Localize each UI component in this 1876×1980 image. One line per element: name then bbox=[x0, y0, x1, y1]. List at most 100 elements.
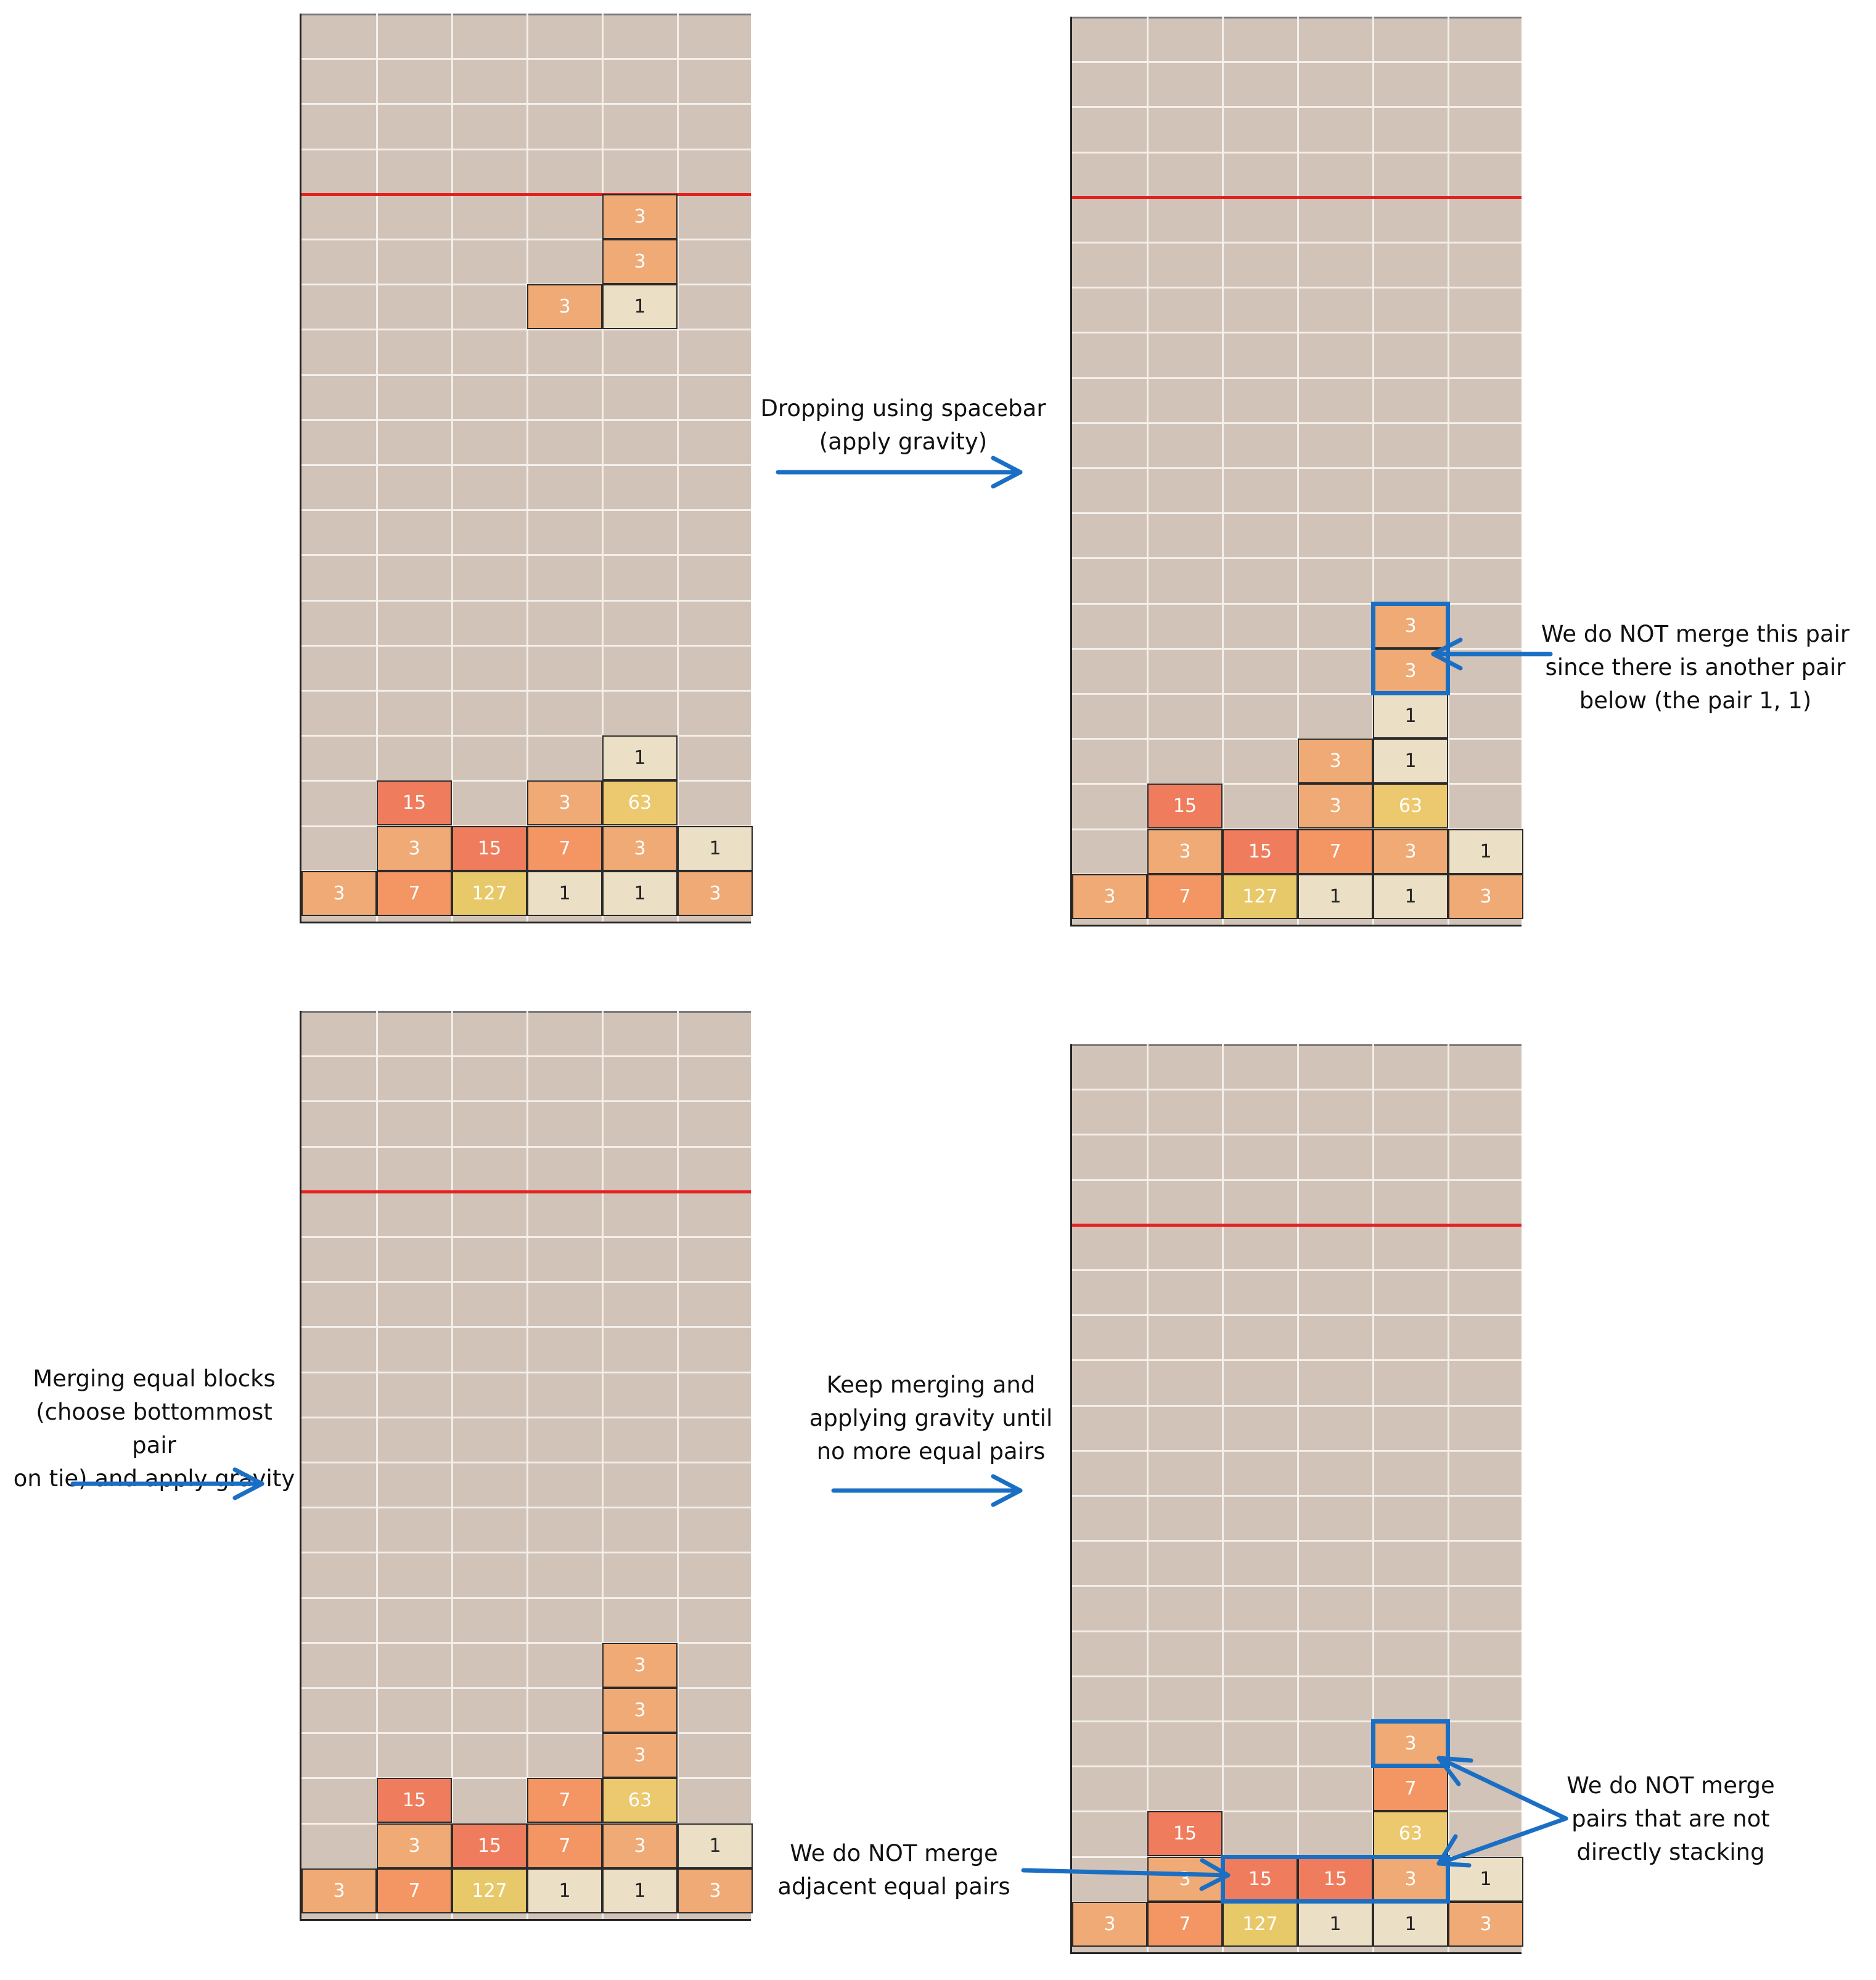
grid-line-vertical bbox=[1147, 17, 1149, 925]
grid-line-horizontal bbox=[301, 103, 751, 105]
tile-1: 1 bbox=[527, 870, 602, 916]
grid-line-horizontal bbox=[1072, 1089, 1522, 1091]
grid-line-vertical bbox=[1222, 17, 1224, 925]
grid-line-horizontal bbox=[1072, 1675, 1522, 1677]
tile-1: 1 bbox=[602, 735, 678, 781]
tile-127: 127 bbox=[1223, 873, 1298, 919]
grid-line-horizontal bbox=[1072, 557, 1522, 560]
tile-7: 7 bbox=[377, 1868, 452, 1913]
tile-7: 7 bbox=[1147, 873, 1223, 919]
grid-line-horizontal bbox=[1072, 1810, 1522, 1813]
board-panel-2: 3 3 1 3 1 15 3 63 3 15 7 3 1 3 7 127 1 1 3 bbox=[1070, 17, 1523, 927]
tile-1: 1 bbox=[1373, 1901, 1448, 1947]
grid-line-horizontal bbox=[1072, 151, 1522, 153]
grid-line-horizontal bbox=[1072, 1134, 1522, 1136]
board-panel-1: 3 3 3 1 1 15 3 63 3 15 7 3 1 3 7 127 1 1 3 bbox=[300, 14, 753, 923]
grid-line-horizontal bbox=[301, 239, 751, 240]
grid-line-horizontal bbox=[301, 464, 751, 466]
tile-1: 1 bbox=[1373, 693, 1448, 738]
tile-15: 15 bbox=[1147, 1811, 1223, 1857]
caption-no-merge-adjacent: We do NOT merge adjacent equal pairs bbox=[777, 1840, 1010, 1900]
board-panel-3: 3 3 3 15 7 63 3 15 7 3 1 3 7 127 1 1 3 bbox=[300, 1011, 753, 1921]
tile-63: 63 bbox=[602, 1778, 678, 1823]
board-panel-4: 3 7 15 63 3 15 15 3 1 3 7 127 1 1 3 bbox=[1070, 1044, 1523, 1954]
grid-line-horizontal bbox=[301, 148, 751, 150]
board-top-edge bbox=[1072, 17, 1522, 18]
grid-line-horizontal bbox=[301, 374, 751, 376]
tile-15: 15 bbox=[1223, 828, 1298, 874]
tile-3: 3 bbox=[301, 1868, 377, 1913]
grid-line-horizontal bbox=[301, 735, 751, 737]
tile-3: 3 bbox=[602, 239, 678, 284]
grid-line-horizontal bbox=[301, 1597, 751, 1599]
tile-3: 3 bbox=[1448, 1901, 1523, 1947]
tile-3: 3 bbox=[527, 780, 602, 826]
tile-1: 1 bbox=[678, 1823, 753, 1868]
tile-1: 1 bbox=[678, 825, 753, 871]
grid-line-horizontal bbox=[1072, 287, 1522, 289]
tile-7: 7 bbox=[527, 1778, 602, 1823]
tile-127: 127 bbox=[452, 1868, 527, 1913]
grid-line-horizontal bbox=[301, 419, 751, 421]
grid-line-horizontal bbox=[1072, 1404, 1522, 1407]
grid-line-horizontal bbox=[1072, 61, 1522, 63]
grid-line-vertical bbox=[1448, 17, 1449, 925]
grid-line-horizontal bbox=[1072, 377, 1522, 379]
tile-3: 3 bbox=[602, 194, 678, 239]
caption-drop: Dropping using spacebar (apply gravity) bbox=[760, 395, 1046, 455]
tile-1: 1 bbox=[1373, 873, 1448, 919]
grid-line-vertical bbox=[526, 14, 528, 922]
tile-3: 3 bbox=[1072, 1901, 1147, 1947]
tile-1: 1 bbox=[1298, 1901, 1373, 1947]
tile-63: 63 bbox=[1373, 1811, 1448, 1857]
grid-line-horizontal bbox=[1072, 1720, 1522, 1722]
tile-1: 1 bbox=[527, 1868, 602, 1913]
board-top-edge bbox=[301, 14, 751, 15]
grid-line-horizontal bbox=[301, 554, 751, 557]
tile-7: 7 bbox=[1373, 1766, 1448, 1812]
limit-line bbox=[301, 192, 751, 196]
grid-line-vertical bbox=[677, 1011, 679, 1919]
grid-line-horizontal bbox=[301, 1777, 751, 1780]
tile-3: 3 bbox=[527, 284, 602, 330]
grid-line-horizontal bbox=[301, 1055, 751, 1058]
limit-line bbox=[301, 1190, 751, 1193]
tile-7: 7 bbox=[1147, 1901, 1223, 1947]
caption-no-merge-not-stacking: We do NOT merge pairs that are not direc… bbox=[1567, 1772, 1775, 1865]
grid-line-horizontal bbox=[301, 1642, 751, 1644]
grid-line-horizontal bbox=[1072, 1449, 1522, 1452]
tile-7: 7 bbox=[527, 825, 602, 871]
grid-line-vertical bbox=[1297, 1044, 1299, 1952]
grid-line-vertical bbox=[602, 1011, 604, 1919]
grid-line-vertical bbox=[1372, 1044, 1374, 1952]
board-top-edge bbox=[1072, 1044, 1522, 1046]
tile-3: 3 bbox=[377, 825, 452, 871]
grid-line-vertical bbox=[451, 14, 453, 922]
arrow-not-stacking-upper bbox=[1436, 1756, 1568, 1821]
tile-3: 3 bbox=[602, 1823, 678, 1868]
arrow-keep-merging bbox=[831, 1474, 1023, 1507]
caption-merging: Merging equal blocks (choose bottommost … bbox=[13, 1365, 295, 1492]
grid-line-horizontal bbox=[301, 1145, 751, 1148]
tile-3: 3 bbox=[602, 825, 678, 871]
grid-line-horizontal bbox=[1072, 1269, 1522, 1271]
limit-line bbox=[1072, 1223, 1522, 1227]
grid-line-horizontal bbox=[1072, 1179, 1522, 1181]
grid-line-horizontal bbox=[301, 1371, 751, 1373]
tile-1: 1 bbox=[602, 284, 678, 330]
grid-line-horizontal bbox=[1072, 693, 1522, 695]
grid-line-horizontal bbox=[301, 1100, 751, 1103]
grid-line-horizontal bbox=[1072, 1765, 1522, 1768]
grid-line-vertical bbox=[1222, 1044, 1224, 1952]
arrow-drop bbox=[776, 456, 1023, 489]
tile-3: 3 bbox=[377, 1823, 452, 1868]
tile-3: 3 bbox=[1373, 828, 1448, 874]
grid-line-horizontal bbox=[301, 1732, 751, 1735]
grid-line-vertical bbox=[1297, 17, 1299, 925]
tile-1: 1 bbox=[1298, 873, 1373, 919]
tile-1: 1 bbox=[602, 1868, 678, 1913]
grid-line-horizontal bbox=[301, 1687, 751, 1689]
tile-1: 1 bbox=[1448, 828, 1523, 874]
grid-line-horizontal bbox=[301, 1236, 751, 1238]
grid-line-horizontal bbox=[301, 1462, 751, 1463]
